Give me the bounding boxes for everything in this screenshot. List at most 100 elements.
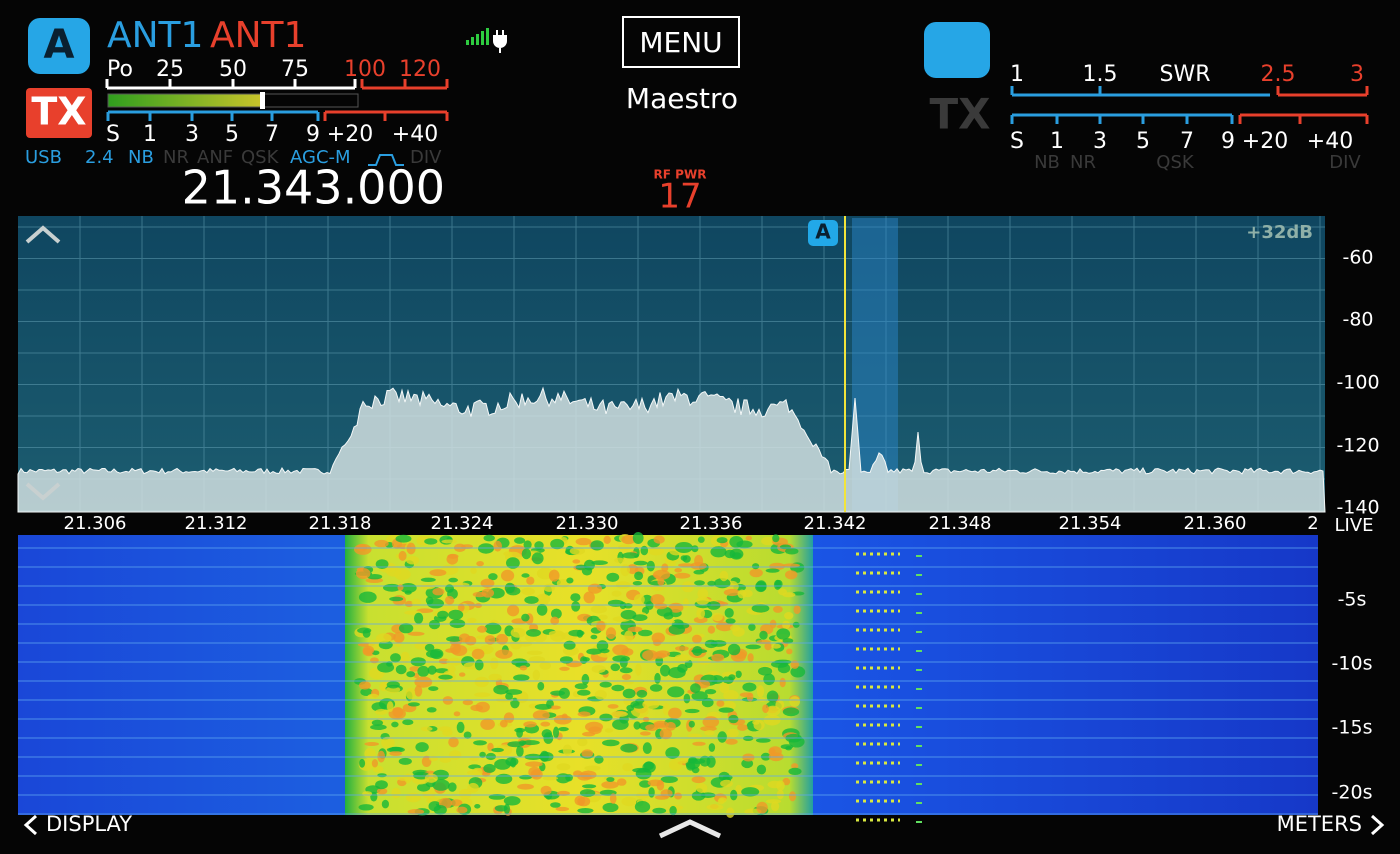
rf-power-value[interactable]: 17 <box>658 177 701 217</box>
waterfall-speck <box>659 619 675 624</box>
status-label[interactable]: DIV <box>410 147 442 168</box>
s-scale-label-b: 3 <box>1093 129 1107 154</box>
waterfall-speck <box>481 588 495 598</box>
rf-power-label: RF PWR <box>654 168 707 182</box>
slice-badge[interactable] <box>28 18 90 74</box>
slice-marker-badge[interactable] <box>808 220 838 246</box>
tx-button[interactable] <box>26 88 92 138</box>
waterfall-speck <box>503 712 515 724</box>
waterfall-speck <box>704 730 715 736</box>
swr-scale-label: 3 <box>1350 62 1364 87</box>
s-scale-label-b: 7 <box>1180 129 1194 154</box>
waterfall-speck <box>601 781 619 789</box>
s-scale-label: +20 <box>327 122 373 147</box>
waterfall-speck <box>392 707 404 718</box>
waterfall-speck <box>425 596 434 605</box>
tx-label[interactable]: TX <box>31 90 86 134</box>
antenna-tx[interactable]: ANT1 <box>210 15 306 56</box>
waterfall-speck <box>550 538 565 550</box>
waterfall-speck <box>540 721 551 727</box>
waterfall-speck <box>693 616 708 624</box>
db-scale-label: -80 <box>1342 309 1373 331</box>
waterfall-speck <box>438 726 452 732</box>
waterfall-speck <box>688 720 695 728</box>
waterfall-speck <box>449 750 462 760</box>
waterfall-speck <box>782 638 794 644</box>
status-label-b[interactable]: NB <box>1034 152 1060 173</box>
waterfall-speck <box>785 570 798 580</box>
status-label-b[interactable]: QSK <box>1156 152 1195 173</box>
waterfall-speck <box>518 641 532 647</box>
waterfall-speck <box>510 627 526 638</box>
frequency[interactable]: 21.343.000 <box>182 161 445 215</box>
gain[interactable]: +32dB <box>1246 222 1313 243</box>
waterfall-speck <box>598 614 608 620</box>
antenna-rx[interactable]: ANT1 <box>107 15 203 56</box>
status-label[interactable]: AGC-M <box>290 147 351 168</box>
waterfall-speck <box>467 617 477 623</box>
s-scale-label: 5 <box>225 122 239 147</box>
waterfall-speck <box>523 540 532 549</box>
meters-chevron[interactable] <box>1370 814 1385 836</box>
waterfall-speck <box>532 710 550 721</box>
status-label[interactable]: QSK <box>241 147 280 168</box>
display-button[interactable]: DISPLAY <box>46 812 132 836</box>
waterfall-speck <box>782 620 791 630</box>
waterfall-speck <box>607 704 619 709</box>
frequency-scale-label: 21.324 <box>431 513 494 534</box>
drawer-handle[interactable] <box>658 819 722 839</box>
status-label-b[interactable]: NR <box>1070 152 1096 173</box>
waterfall-speck <box>621 648 634 656</box>
waterfall-speck <box>729 548 744 560</box>
s-scale-label-b: +40 <box>1307 129 1353 154</box>
waterfall-speck <box>437 610 449 619</box>
slice-marker[interactable]: A <box>815 220 831 244</box>
waterfall-speck <box>563 640 576 650</box>
menu-label[interactable]: MENU <box>639 26 722 59</box>
waterfall-speck <box>706 804 724 811</box>
waterfall-speck <box>611 711 628 717</box>
waterfall-speck <box>785 547 799 555</box>
waterfall-speck <box>374 539 389 548</box>
waterfall-speck <box>565 774 573 782</box>
waterfall-speck <box>695 783 708 793</box>
waterfall-speck <box>645 724 659 731</box>
status-label[interactable]: NR <box>163 147 189 168</box>
slice-badge-label[interactable]: A <box>44 22 75 68</box>
waterfall-speck <box>441 539 457 544</box>
waterfall-speck <box>548 569 560 582</box>
waterfall-speck <box>759 630 768 640</box>
waterfall-speck <box>622 763 633 772</box>
waterfall-speck <box>745 644 761 650</box>
waterfall-speck <box>484 622 502 635</box>
power-scale-label: 50 <box>219 57 247 82</box>
waterfall-speck <box>773 605 783 613</box>
waterfall-speck <box>726 807 735 818</box>
display-chevron[interactable] <box>23 814 38 836</box>
station-name: Maestro <box>626 82 738 115</box>
waterfall-speck <box>550 690 565 696</box>
waterfall-speck <box>677 663 688 673</box>
scale-up[interactable] <box>25 225 61 244</box>
waterfall-speck <box>467 782 479 793</box>
waterfall-speck <box>411 598 421 608</box>
s-scale-label: 3 <box>185 122 199 147</box>
status-label[interactable]: USB <box>25 147 62 168</box>
menu-button[interactable] <box>622 16 740 68</box>
scale-down[interactable] <box>25 482 61 501</box>
waterfall-speck <box>745 535 752 541</box>
status-label[interactable]: NB <box>128 147 154 168</box>
tx-label-b[interactable]: TX <box>929 90 990 139</box>
status-label[interactable]: ANF <box>197 147 233 168</box>
status-label[interactable]: 2.4 <box>85 147 114 168</box>
slice-badge-b[interactable] <box>924 22 990 78</box>
waterfall-speck <box>371 759 378 768</box>
live-mode[interactable]: LIVE <box>1334 515 1373 536</box>
waterfall-speck <box>491 747 504 753</box>
status-label-b[interactable]: DIV <box>1329 152 1361 173</box>
waterfall-speck <box>612 719 629 730</box>
meters-button[interactable]: METERS <box>1277 812 1362 836</box>
waterfall-speck <box>659 728 672 740</box>
waterfall-speck <box>480 718 495 730</box>
waterfall-speck <box>577 737 588 747</box>
